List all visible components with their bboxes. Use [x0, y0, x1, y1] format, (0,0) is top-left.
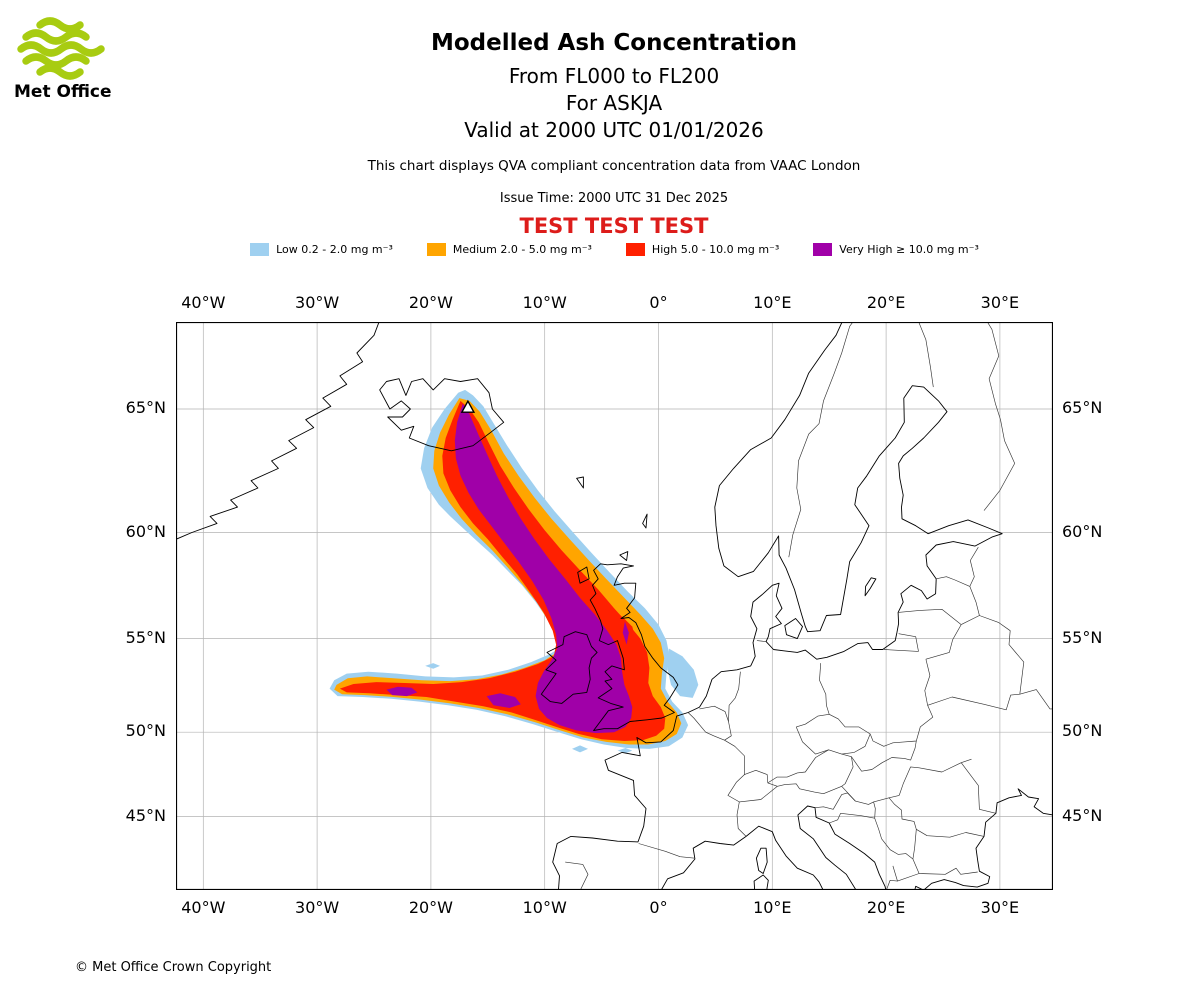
y-tick-label-left: 65°N: [125, 397, 166, 417]
y-tick-label-right: 50°N: [1062, 721, 1103, 741]
chart-description: This chart displays QVA compliant concen…: [367, 158, 861, 174]
ash-plume-low-patch: [425, 663, 440, 669]
title-block: Modelled Ash Concentration From FL000 to…: [28, 30, 1200, 144]
met-office-waves-icon: [17, 17, 105, 80]
met-office-logo-text: Met Office: [14, 82, 112, 102]
x-tick-label-top: 10°E: [753, 293, 792, 312]
x-tick-label-top: 30°W: [295, 293, 340, 312]
legend-swatch-very-high: [813, 243, 833, 256]
legend-label-medium: Medium 2.0 - 5.0 mg m⁻³: [452, 243, 592, 256]
chart-title: Modelled Ash Concentration: [430, 30, 798, 56]
met-office-logo: Met Office: [14, 16, 118, 102]
ash-plume-low-patch: [617, 748, 633, 754]
y-tick-label-right: 60°N: [1062, 521, 1103, 541]
x-tick-label-bottom: 10°W: [522, 898, 567, 917]
volcano-marker: [460, 399, 476, 413]
y-tick-label-left: 55°N: [125, 627, 166, 647]
x-tick-label-bottom: 0°: [649, 898, 668, 917]
x-tick-label-bottom: 30°W: [295, 898, 340, 917]
x-tick-label-bottom: 40°W: [181, 898, 226, 917]
country-borders: [565, 322, 1053, 890]
ash-plume-very-high: [454, 403, 633, 734]
map: [176, 322, 1053, 890]
legend-swatch-low: [250, 243, 270, 256]
ash-plume-low-patch: [572, 745, 588, 753]
ash-plume-very-high-blob: [622, 621, 629, 645]
legend: Low 0.2 - 2.0 mg m⁻³ Medium 2.0 - 5.0 mg …: [176, 243, 1053, 256]
map-area: 40°W 40°W 30°W 30°W 20°W 20°W 10°W 10°W 0° 0° 10°E…: [126, 293, 1103, 917]
x-tick-label-top: 40°W: [181, 293, 226, 312]
ash-plume-very-high-blob: [486, 693, 521, 708]
y-tick-label-right: 55°N: [1062, 627, 1103, 647]
legend-label-very-high: Very High ≥ 10.0 mg m⁻³: [839, 243, 979, 256]
ash-plume: [329, 389, 699, 754]
chart-subtitle-flight-levels: From FL000 to FL200: [508, 64, 720, 88]
legend-swatch-high: [625, 243, 645, 256]
test-banner: TEST TEST TEST: [519, 214, 709, 238]
legend-swatch-medium: [426, 243, 446, 256]
coastlines: [176, 322, 1053, 890]
x-tick-label-bottom: 10°E: [753, 898, 792, 917]
chart-subtitle-volcano: For ASKJA: [565, 91, 663, 115]
y-tick-label-left: 45°N: [125, 805, 166, 825]
x-tick-label-bottom: 20°E: [866, 898, 906, 917]
legend-item-low: Low 0.2 - 2.0 mg m⁻³: [250, 243, 393, 256]
x-tick-label-bottom: 30°E: [980, 898, 1020, 917]
x-tick-label-top: 0°: [649, 293, 668, 312]
ash-plume-low-patch: [667, 648, 699, 698]
x-tick-label-bottom: 20°W: [408, 898, 453, 917]
legend-label-low: Low 0.2 - 2.0 mg m⁻³: [276, 243, 393, 256]
map-frame: [176, 322, 1053, 890]
y-tick-label-right: 45°N: [1062, 805, 1103, 825]
copyright: © Met Office Crown Copyright: [75, 960, 272, 975]
legend-item-high: High 5.0 - 10.0 mg m⁻³: [625, 243, 780, 256]
legend-item-very-high: Very High ≥ 10.0 mg m⁻³: [813, 243, 979, 256]
x-tick-label-top: 10°W: [522, 293, 567, 312]
x-tick-label-top: 20°W: [408, 293, 453, 312]
y-tick-label-right: 65°N: [1062, 397, 1103, 417]
chart-subtitle-valid-time: Valid at 2000 UTC 01/01/2026: [464, 118, 764, 142]
legend-item-medium: Medium 2.0 - 5.0 mg m⁻³: [426, 243, 592, 256]
legend-label-high: High 5.0 - 10.0 mg m⁻³: [651, 243, 780, 256]
y-tick-label-left: 60°N: [125, 521, 166, 541]
x-tick-label-top: 30°E: [980, 293, 1020, 312]
ash-plume-very-high-blob: [386, 686, 418, 697]
x-tick-label-top: 20°E: [866, 293, 906, 312]
y-tick-label-left: 50°N: [125, 721, 166, 741]
issue-time: Issue Time: 2000 UTC 31 Dec 2025: [499, 191, 729, 206]
